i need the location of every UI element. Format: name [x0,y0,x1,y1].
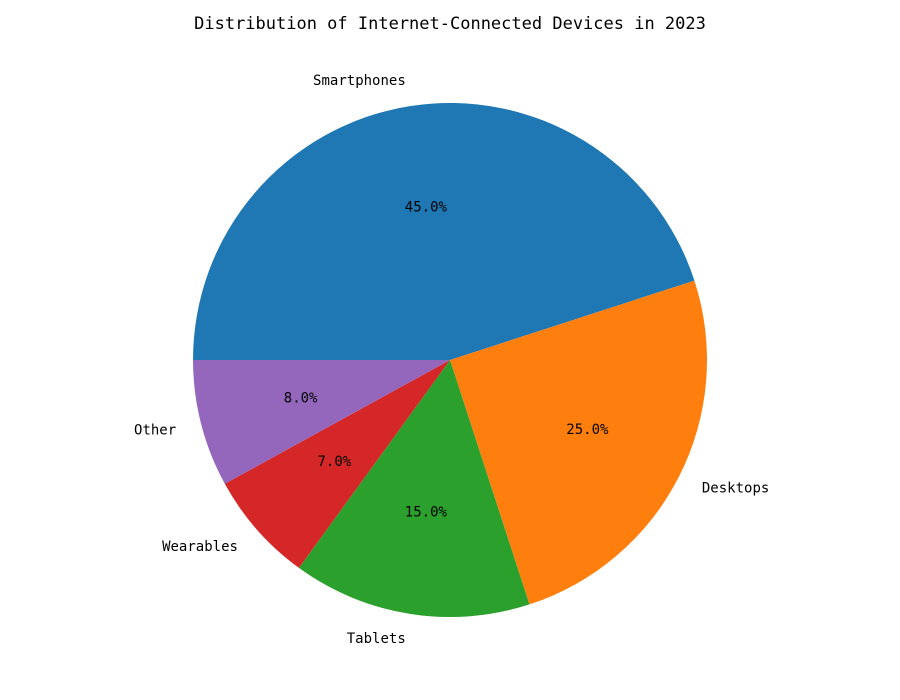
pie-slice-tablets [298,360,530,618]
pie-slices [193,103,707,618]
pie-labels: Smartphones 45.0% Desktops 25.0% Tablets 15.0… [134,73,769,647]
pie-slice-smartphones [193,103,695,360]
pie-slice-wearables [224,360,450,568]
slice-label-other: Other [134,422,176,438]
slice-label-desktops: Desktops [702,480,769,496]
percent-label-tablets: 15.0% [405,504,448,520]
slice-label-smartphones: Smartphones [313,73,406,89]
pie-slice-desktops [450,280,707,605]
percent-label-wearables: 7.0% [317,454,351,470]
percent-label-desktops: 25.0% [566,422,609,438]
slice-label-tablets: Tablets [347,631,406,647]
pie-slice-other [193,360,450,484]
percent-label-smartphones: 45.0% [405,200,448,216]
percent-label-other: 8.0% [284,390,318,406]
chart-title: Distribution of Internet-Connected Devic… [194,14,706,34]
slice-label-wearables: Wearables [162,539,238,555]
